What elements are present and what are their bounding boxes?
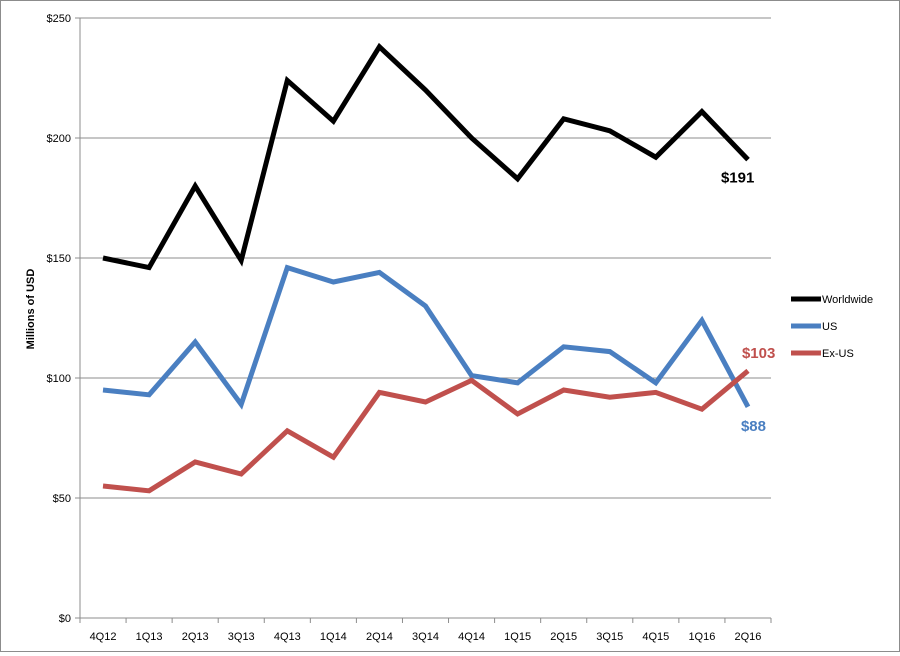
y-tick-label: $200 [47,133,71,145]
x-tick-label: 2Q14 [366,631,393,643]
legend: Worldwide US Ex-US [791,294,873,360]
x-tick-label: 4Q15 [642,631,669,643]
series-line-worldwide [102,42,750,271]
x-tick-label: 3Q14 [412,631,439,643]
y-axis-title: Millions of USD [25,269,37,350]
x-tick-label: 1Q14 [320,631,347,643]
x-tick-label: 4Q13 [274,631,301,643]
legend-label: Worldwide [822,294,873,306]
x-tick-label: 4Q12 [90,631,117,643]
y-tick-label: $100 [47,373,71,385]
x-tick-label: 2Q16 [735,631,762,643]
axes [75,17,772,623]
x-tick-label: 1Q13 [136,631,163,643]
x-tick-label: 3Q13 [228,631,255,643]
end-label-ex-us: $103 [742,345,775,362]
y-tick-label: $50 [53,493,71,505]
y-tick-label: $150 [47,253,71,265]
end-label-us: $88 [741,418,766,435]
end-label-worldwide: $191 [721,170,754,187]
x-tick-label: 1Q15 [504,631,531,643]
y-tick-label: $250 [47,13,71,25]
x-tick-label: 1Q16 [688,631,715,643]
y-tick-label: $0 [59,613,71,625]
series-line-ex-us [102,368,750,494]
x-tick-label: 2Q13 [182,631,209,643]
legend-label: Ex-US [822,348,854,360]
x-tick-label: 2Q15 [550,631,577,643]
series-lines [102,42,751,494]
x-tick-label: 4Q14 [458,631,485,643]
y-axis-ticks: $0 $50 $100 $150 $200 $250 [47,13,71,625]
x-tick-label: 3Q15 [596,631,623,643]
gridlines [80,17,771,499]
legend-label: US [822,321,837,333]
end-labels: $191 $88 $103 [721,170,775,435]
series-line-us [102,264,751,410]
x-axis-ticks: 4Q12 1Q13 2Q13 3Q13 4Q13 1Q14 2Q14 3Q14 4Q14 1Q15… [90,631,762,643]
